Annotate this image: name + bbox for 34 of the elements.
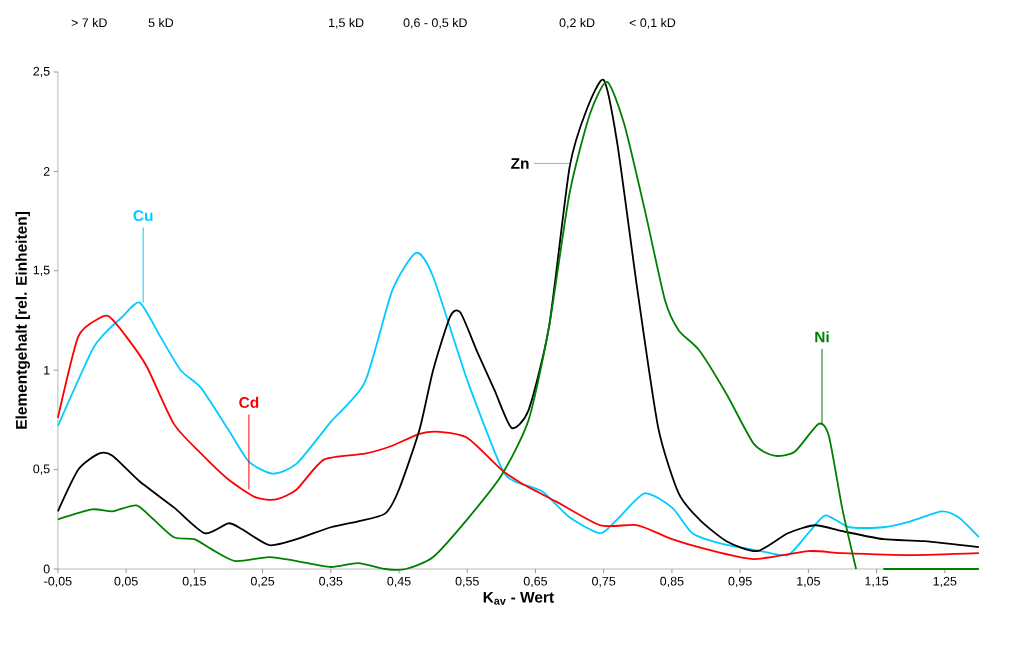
x-tick-label: 0,05 [114, 576, 138, 588]
y-tick-label: 2 [43, 167, 50, 176]
y-tick-label: 0,5 [33, 464, 50, 475]
text: < 0,1 kD [629, 17, 676, 29]
x-tick-label: 0,25 [250, 576, 275, 588]
annotation: Ni [815, 331, 829, 343]
x-tick-label: 0,85 [660, 576, 684, 588]
text: 5 kD [148, 17, 174, 28]
x-tick-label: 0,45 [387, 576, 411, 588]
x-tick-label: 0,35 [319, 576, 343, 588]
x-tick-label: 1,05 [797, 576, 820, 588]
x-tick-label: 0,65 [523, 576, 548, 588]
x-tick-label: 0,55 [455, 576, 479, 588]
y-axis-title: Elementgehalt [rel. Einheiten] [15, 212, 30, 429]
line-series [56, 314, 980, 560]
y-tick-label: 0 [43, 564, 50, 574]
x-tick-label: 0,95 [728, 576, 752, 588]
text: > 7 kD [71, 17, 107, 27]
x-axis-title: K$_{av}$ - Wert [483, 591, 554, 605]
x-tick-label: 1,15 [865, 576, 889, 587]
annotation: Cd [239, 396, 259, 408]
y-tick-label: 2,5 [33, 66, 50, 78]
line-series [56, 252, 980, 557]
x-tick-label: -0,05 [44, 576, 72, 588]
y-tick-label: 1 [44, 365, 50, 375]
annotation: Zn [511, 158, 529, 169]
text: 1,5 kD [329, 17, 364, 29]
annotation: Cu [133, 210, 153, 222]
y-tick-label: 1,5 [33, 265, 50, 276]
x-tick-label: 0,75 [592, 576, 616, 588]
text: 0,2 kD [559, 17, 595, 29]
text: 0,6 - 0,5 kD [403, 17, 467, 29]
x-tick-label: 0,15 [182, 576, 206, 588]
x-tick-label: 1,25 [933, 576, 957, 588]
